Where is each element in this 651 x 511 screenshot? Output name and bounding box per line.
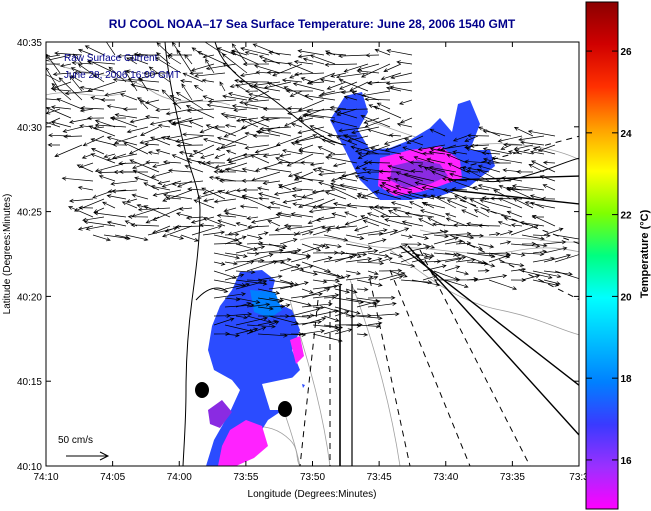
y-tick-label: 40:25 [17, 208, 42, 219]
x-axis-label: Longitude (Degrees:Minutes) [248, 489, 377, 500]
station-marker [278, 401, 292, 417]
colorbar-tick-label: 18 [620, 374, 632, 385]
y-axis-ticks: 40:35 40:30 40:25 40:20 40:15 40:10 [17, 38, 579, 473]
x-tick-label: 74:10 [33, 472, 58, 483]
x-tick-label: 74:05 [100, 472, 125, 483]
colorbar-label: Temperature (°C) [639, 209, 651, 298]
scale-label: 50 cm/s [58, 435, 93, 446]
radial-lines [299, 135, 579, 466]
y-tick-label: 40:20 [17, 292, 42, 303]
x-tick-label: 74:00 [167, 472, 192, 483]
x-tick-label: 73:55 [233, 472, 258, 483]
x-tick-label: 73:50 [300, 472, 325, 483]
x-tick-label: 73:35 [500, 472, 525, 483]
scale-arrow [66, 451, 110, 461]
colorbar-tick-label: 24 [620, 129, 632, 140]
y-tick-label: 40:30 [17, 123, 42, 134]
station-marker [195, 382, 209, 398]
inset-label-current: Raw Surface Current [64, 53, 158, 64]
y-tick-label: 40:35 [17, 38, 42, 49]
colorbar-tick-label: 20 [620, 292, 632, 303]
map-area [46, 42, 579, 466]
colorbar-tick-label: 26 [620, 47, 632, 58]
colorbar [585, 1, 619, 510]
x-tick-label: 73:45 [367, 472, 392, 483]
colorbar-tick-label: 22 [620, 211, 632, 222]
figure-title: RU COOL NOAA–17 Sea Surface Temperature:… [109, 17, 516, 31]
colorbar-ticks: 26 24 22 20 18 16 [586, 47, 632, 467]
x-axis-ticks: 74:10 74:05 74:00 73:55 73:50 73:45 73:40 73:35… [33, 42, 589, 483]
y-tick-label: 40:15 [17, 377, 42, 388]
x-tick-label: 73:3 [569, 472, 589, 483]
inset-label-date: June 28, 2006 16:00 GMT [64, 70, 180, 81]
y-axis-label: Latitude (Degrees:Minutes) [2, 194, 13, 315]
current-vectors [46, 42, 579, 343]
x-tick-label: 73:40 [433, 472, 458, 483]
y-tick-label: 40:10 [17, 462, 42, 473]
colorbar-tick-label: 16 [620, 456, 632, 467]
